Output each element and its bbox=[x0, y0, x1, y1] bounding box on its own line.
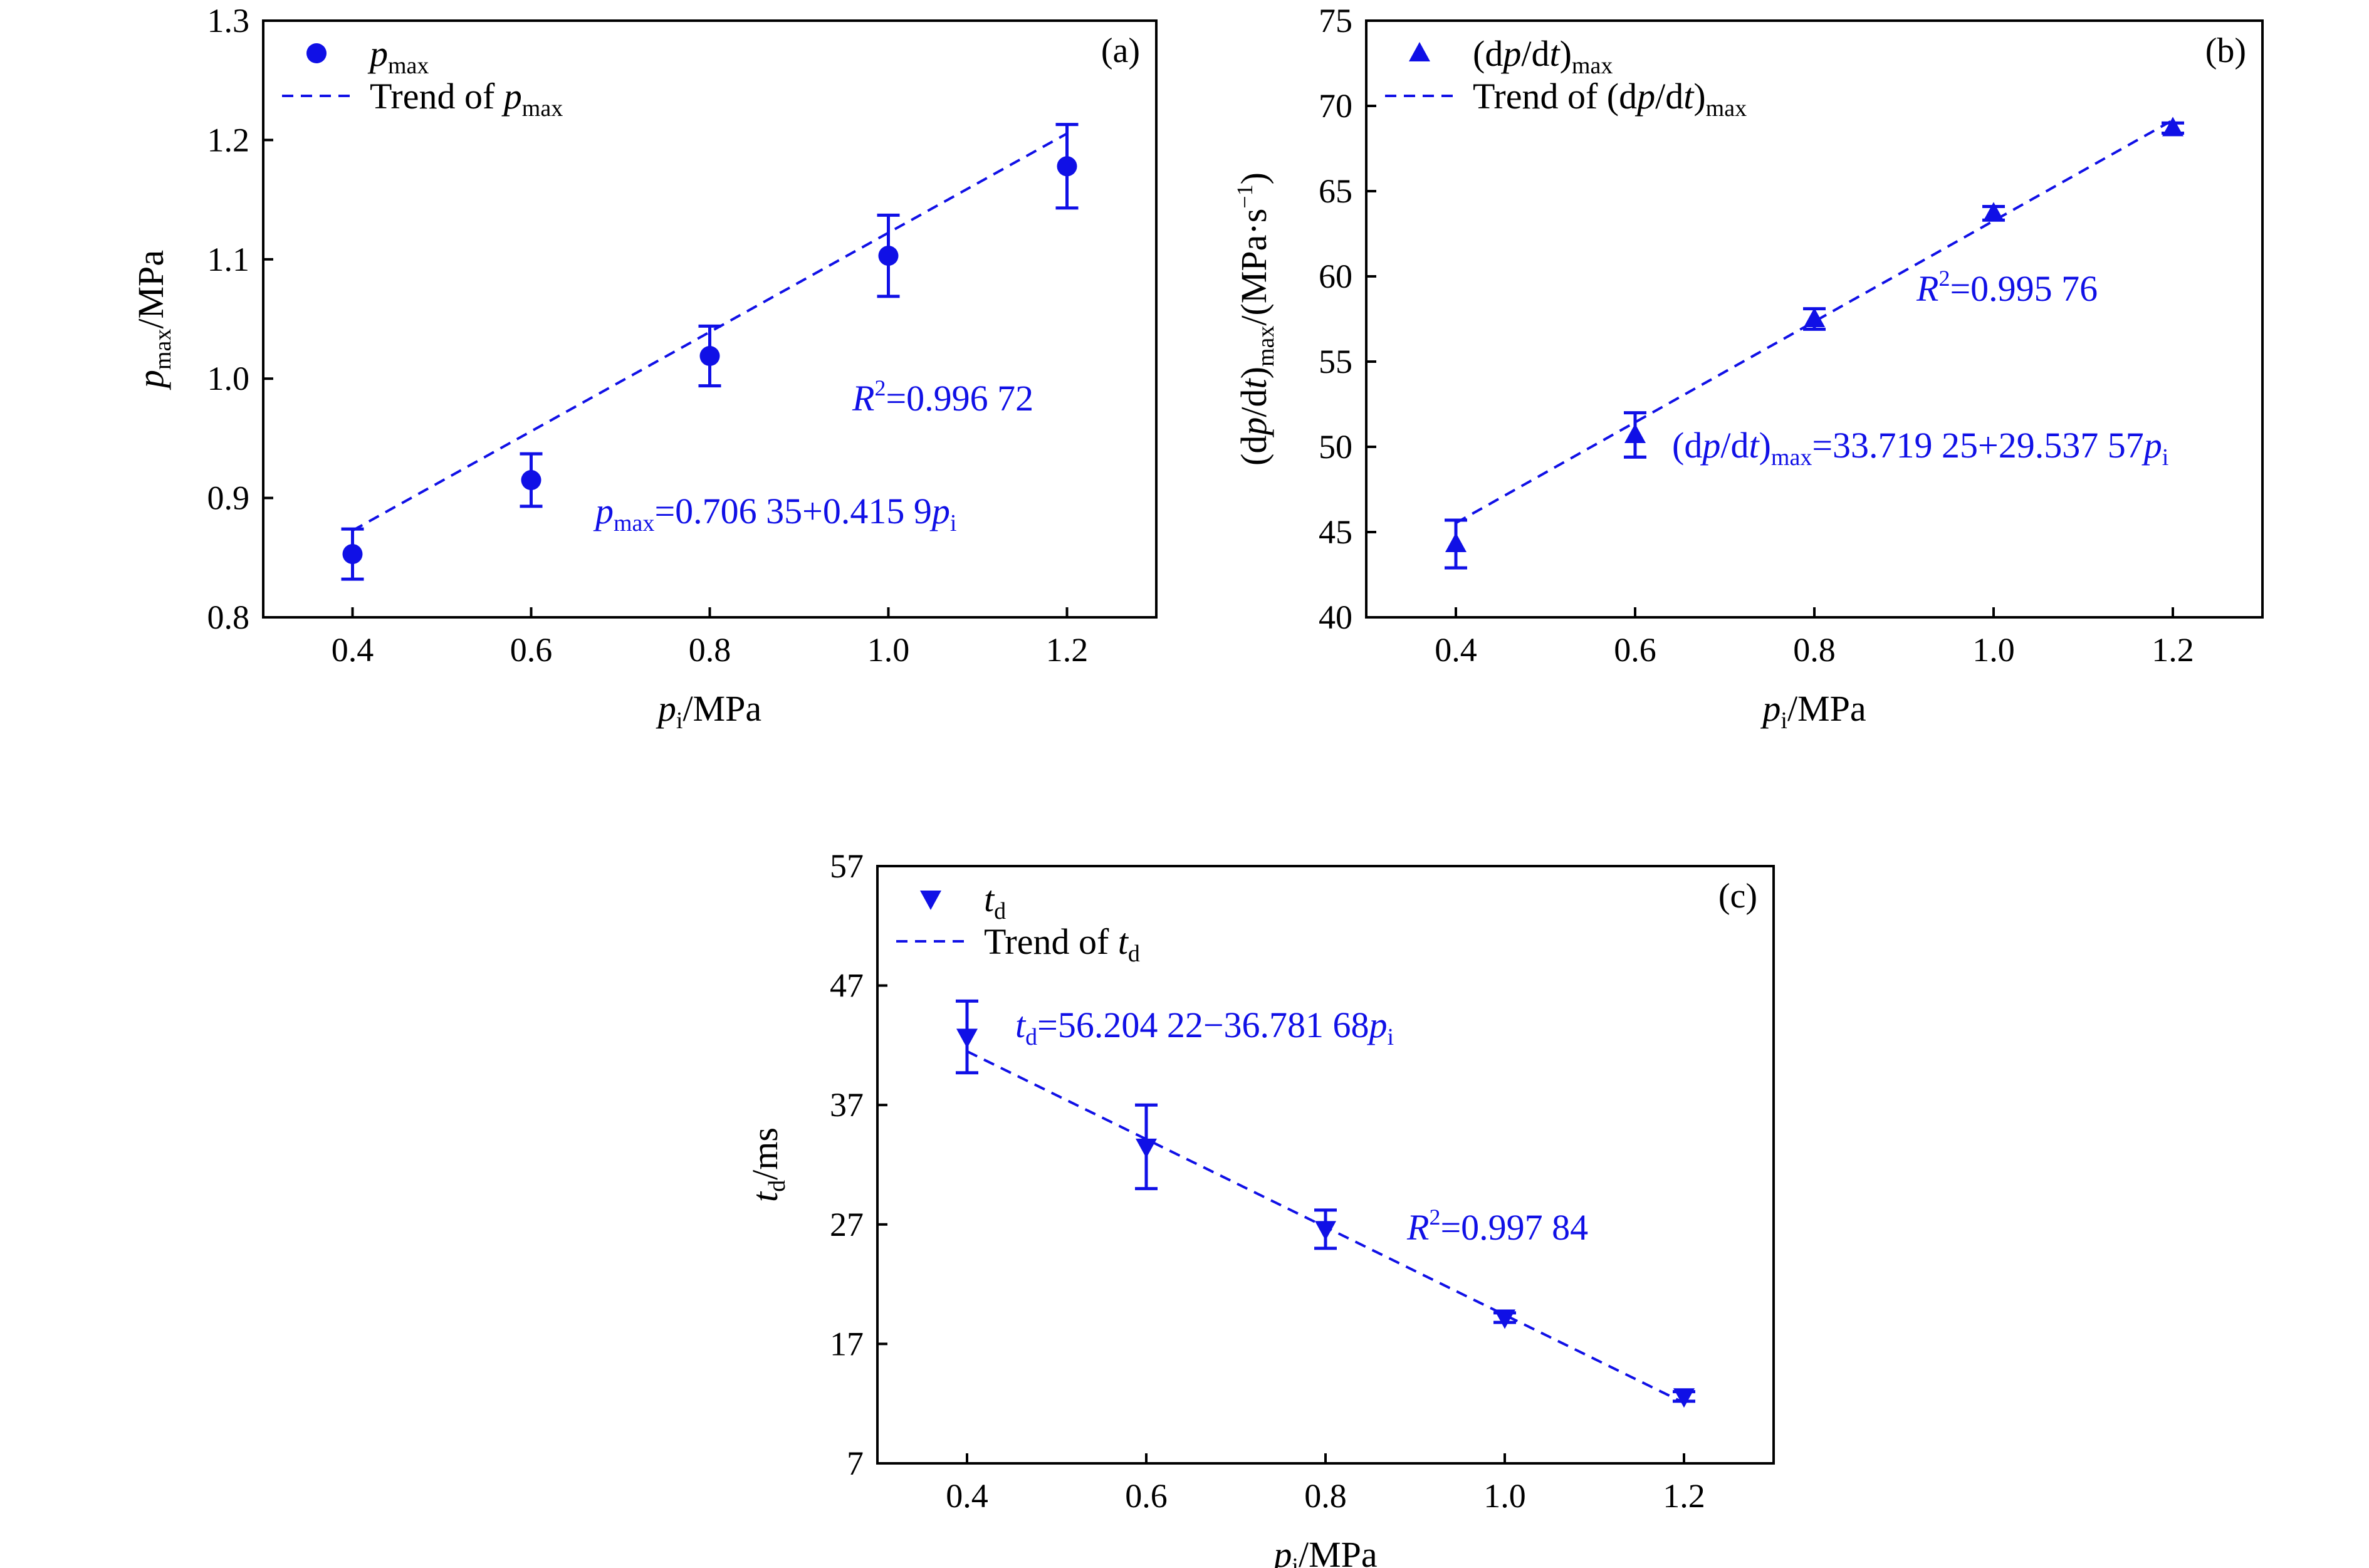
data-point bbox=[1314, 1208, 1337, 1250]
x-tick-label: 0.6 bbox=[1614, 631, 1656, 669]
legend-marker-label: pmax bbox=[367, 33, 429, 79]
y-tick-label: 60 bbox=[1319, 258, 1352, 295]
x-tick-label: 0.4 bbox=[332, 631, 374, 669]
x-tick-label: 1.2 bbox=[2152, 631, 2194, 669]
x-axis-label: pi/MPa bbox=[656, 688, 761, 734]
data-point bbox=[1673, 1388, 1695, 1408]
y-tick-label: 1.2 bbox=[207, 121, 250, 159]
data-point bbox=[877, 213, 900, 298]
x-tick-label: 0.6 bbox=[510, 631, 553, 669]
data-point bbox=[1803, 307, 1826, 331]
x-tick-label: 0.4 bbox=[1435, 631, 1477, 669]
chart-panel-2: 0.4 0.6 0.8 1.0 1.2 40 45 50 55 60 65 70 75 pi/MPa (dp… bbox=[1232, 2, 2264, 734]
data-point bbox=[1445, 518, 1467, 570]
data-marker bbox=[521, 470, 541, 491]
y-tick-label: 0.9 bbox=[207, 479, 250, 517]
chart-panel-1: 0.4 0.6 0.8 1.0 1.2 0.8 0.9 1.0 1.1 1.2 1.3 pi/MPa p… bbox=[130, 2, 1158, 734]
y-tick-label: 40 bbox=[1319, 598, 1352, 636]
y-tick-label: 27 bbox=[830, 1206, 864, 1243]
data-point bbox=[2162, 117, 2184, 137]
data-point bbox=[1493, 1309, 1516, 1329]
x-tick-label: 1.0 bbox=[1483, 1477, 1526, 1515]
y-tick-label: 70 bbox=[1319, 87, 1352, 125]
legend-marker-label: (dp/dt)max bbox=[1473, 33, 1613, 79]
x-axis-label: pi/MPa bbox=[1271, 1534, 1377, 1568]
x-axis-label: pi/MPa bbox=[1760, 688, 1866, 734]
data-marker bbox=[1494, 1309, 1515, 1329]
panel-letter: (a) bbox=[1101, 31, 1140, 70]
data-marker bbox=[1136, 1138, 1157, 1158]
y-tick-label: 65 bbox=[1319, 172, 1352, 210]
x-tick-label: 1.0 bbox=[1972, 631, 2015, 669]
x-tick-label: 0.4 bbox=[946, 1477, 988, 1515]
data-marker bbox=[956, 1028, 978, 1048]
equation-annotation: td=56.204 22−36.781 68pi bbox=[1015, 1005, 1394, 1050]
x-tick-label: 0.8 bbox=[1793, 631, 1836, 669]
data-marker bbox=[699, 346, 720, 367]
data-marker bbox=[878, 246, 899, 266]
data-marker bbox=[1804, 308, 1825, 327]
y-tick-label: 45 bbox=[1319, 513, 1352, 551]
x-tick-label: 0.8 bbox=[1304, 1477, 1347, 1515]
data-marker bbox=[1445, 533, 1467, 553]
y-tick-label: 57 bbox=[830, 847, 864, 885]
panel-letter: (c) bbox=[1718, 877, 1757, 916]
y-axis-label: td/ms bbox=[745, 1127, 790, 1202]
x-tick-label: 0.6 bbox=[1125, 1477, 1168, 1515]
data-marker bbox=[1983, 202, 2004, 222]
data-point bbox=[1982, 202, 2005, 222]
chart-panel-3: 0.4 0.6 0.8 1.0 1.2 7 17 27 37 47 57 pi/MPa td/ms (c)… bbox=[745, 847, 1775, 1568]
data-marker bbox=[1624, 423, 1646, 443]
y-tick-label: 55 bbox=[1319, 343, 1352, 380]
y-tick-label: 1.0 bbox=[207, 360, 250, 397]
y-axis-label: pmax/MPa bbox=[130, 250, 176, 390]
r-squared-annotation: R2=0.995 76 bbox=[1916, 266, 2098, 309]
panel-letter: (b) bbox=[2205, 31, 2246, 70]
y-tick-label: 7 bbox=[847, 1445, 864, 1482]
data-marker bbox=[1057, 156, 1077, 177]
data-point bbox=[698, 324, 721, 388]
r-squared-annotation: R2=0.996 72 bbox=[852, 375, 1033, 419]
x-tick-label: 1.2 bbox=[1663, 1477, 1705, 1515]
trend-line bbox=[352, 132, 1068, 532]
y-tick-label: 17 bbox=[830, 1325, 864, 1362]
x-tick-label: 1.2 bbox=[1046, 631, 1089, 669]
legend-trend-label: Trend of td bbox=[984, 921, 1140, 967]
data-point bbox=[520, 452, 543, 508]
r-squared-annotation: R2=0.997 84 bbox=[1406, 1205, 1588, 1248]
data-point bbox=[956, 999, 978, 1075]
legend-marker bbox=[920, 891, 941, 910]
y-tick-label: 75 bbox=[1319, 2, 1352, 39]
data-point bbox=[341, 527, 364, 581]
y-tick-label: 47 bbox=[830, 967, 864, 1005]
data-point bbox=[1135, 1103, 1158, 1191]
data-marker bbox=[2162, 117, 2183, 137]
y-tick-label: 0.8 bbox=[207, 598, 250, 636]
data-marker bbox=[1673, 1388, 1695, 1408]
data-point bbox=[1055, 123, 1079, 210]
x-tick-label: 0.8 bbox=[689, 631, 731, 669]
y-tick-label: 1.1 bbox=[207, 241, 250, 278]
data-marker bbox=[342, 544, 363, 565]
y-axis-label: (dp/dt)max/(MPa·s−1) bbox=[1232, 172, 1279, 466]
data-point bbox=[1624, 411, 1646, 459]
trend-line bbox=[1455, 118, 2173, 525]
y-tick-label: 50 bbox=[1319, 428, 1352, 466]
legend-marker-label: td bbox=[984, 879, 1006, 924]
equation-annotation: pmax=0.706 35+0.415 9pi bbox=[593, 491, 956, 536]
legend-trend-label: Trend of pmax bbox=[370, 76, 563, 122]
y-tick-label: 1.3 bbox=[207, 2, 250, 39]
legend-trend-label: Trend of (dp/dt)max bbox=[1473, 76, 1747, 122]
legend-marker bbox=[306, 43, 327, 63]
y-tick-label: 37 bbox=[830, 1086, 864, 1124]
equation-annotation: (dp/dt)max=33.719 25+29.537 57pi bbox=[1672, 425, 2168, 471]
legend-marker bbox=[1409, 42, 1430, 61]
data-marker bbox=[1315, 1221, 1336, 1241]
x-tick-label: 1.0 bbox=[867, 631, 910, 669]
